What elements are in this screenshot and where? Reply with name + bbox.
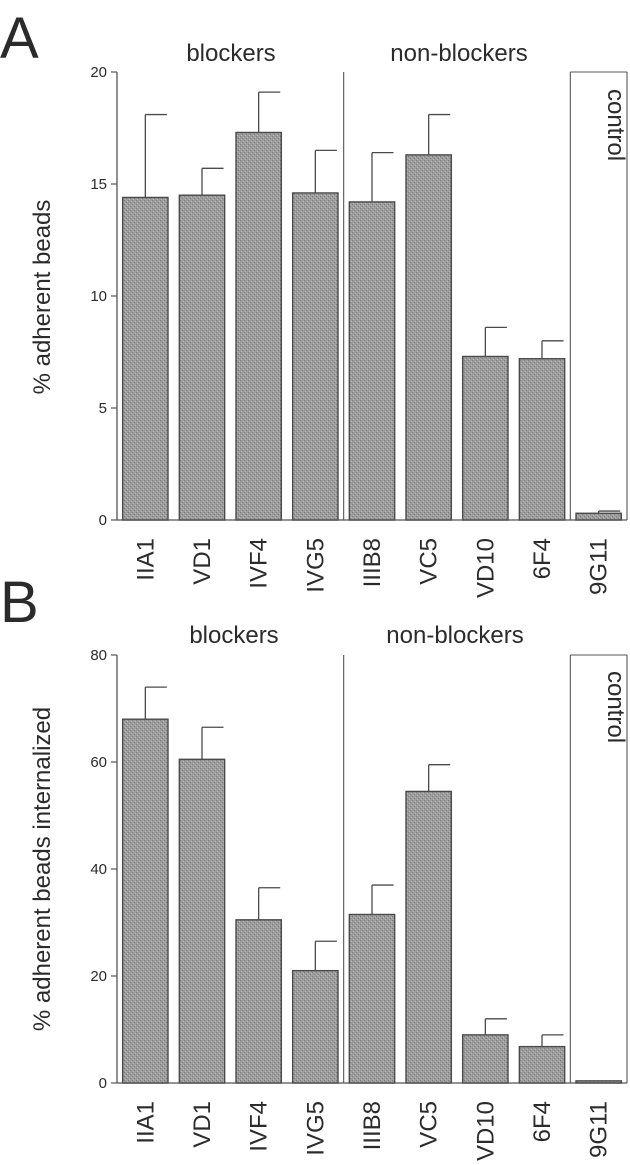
panel-a-bar-9G11	[575, 512, 623, 521]
panel-a-bar-VD1	[178, 194, 226, 521]
panel-b-y-tick-label: 20	[90, 968, 107, 985]
panel-b-bar-IVF4	[235, 919, 283, 1084]
panel-b-y-tick-label: 80	[90, 647, 107, 664]
panel-b-bar-6F4	[518, 1045, 566, 1084]
panel-a-bar-6F4	[518, 358, 566, 521]
panel-b-category-label-VD10: VD10	[472, 1101, 499, 1161]
panel-b-bar-VC5	[405, 790, 453, 1084]
panel-b-y-tick-label: 60	[90, 754, 107, 771]
panel-a-bar-IIA1	[121, 196, 169, 521]
panel-a-category-label-IIIB8: IIIB8	[359, 538, 386, 587]
panel-a-category-label-IVF4: IVF4	[246, 538, 273, 589]
panel-a-y-tick-label: 10	[90, 288, 107, 305]
panel-a: A % adherent beads blockers non-blockers…	[0, 6, 629, 598]
panel-a-bar-IIIB8	[348, 201, 396, 521]
panel-a-category-label-VD1: VD1	[189, 538, 216, 585]
panel-b-y-tick-label: 40	[90, 861, 107, 878]
panel-b-y-axis-label: % adherent beads internalized	[29, 707, 56, 1031]
panel-a-category-label-9G11: 9G11	[586, 538, 613, 595]
panel-a-plot-area: 0 5 10 15 20 IIA1 VD1 IVF4 IVG5 IIIB8 VC5 VD10 6F4 9G…	[90, 64, 628, 598]
panel-a-y-tick-label: 5	[99, 400, 107, 417]
panel-a-bar-VC5	[405, 154, 453, 521]
panel-a-bar-IVF4	[235, 131, 283, 521]
panel-b-category-label-IIIB8: IIIB8	[359, 1101, 386, 1150]
panel-a-letter: A	[0, 6, 39, 71]
panel-b-category-label-IVG5: IVG5	[302, 1101, 329, 1156]
panel-b-y-tick-label: 0	[99, 1075, 107, 1092]
panel-b-bar-9G11	[575, 1080, 623, 1084]
panel-a-group-non-blockers-label: non-blockers	[390, 40, 527, 67]
panel-b-category-label-IVF4: IVF4	[246, 1101, 273, 1152]
panel-a-y-tick-label: 0	[99, 512, 107, 529]
panel-a-category-label-IIA1: IIA1	[132, 538, 159, 581]
panel-a-group-control-label: control	[602, 89, 629, 161]
panel-a-category-label-6F4: 6F4	[529, 538, 556, 579]
panel-a-category-label-IVG5: IVG5	[302, 538, 329, 593]
panel-b-bar-IIA1	[121, 718, 169, 1084]
panel-a-category-label-VC5: VC5	[416, 538, 443, 585]
panel-a-y-tick-label: 15	[90, 176, 107, 193]
panel-a-category-label-VD10: VD10	[472, 538, 499, 598]
panel-b-bar-VD10	[461, 1034, 509, 1084]
panel-b-bar-IVG5	[291, 969, 339, 1084]
panel-a-y-axis-label: % adherent beads	[29, 200, 56, 395]
panel-b-category-label-9G11: 9G11	[586, 1101, 613, 1158]
panel-b-group-blockers-label: blockers	[189, 622, 278, 649]
panel-a-y-tick-label: 20	[90, 64, 107, 81]
panel-b-bar-VD1	[178, 758, 226, 1084]
panel-b-category-label-VC5: VC5	[416, 1101, 443, 1148]
panel-b-bar-IIIB8	[348, 913, 396, 1084]
panel-b-group-non-blockers-label: non-blockers	[386, 622, 523, 649]
panel-a-bar-IVG5	[291, 192, 339, 521]
panel-b: B % adherent beads internalized blockers…	[0, 570, 629, 1161]
panel-b-plot-area: 0 20 40 60 80 IIA1 VD1 IVF4 IVG5 IIIB8 VC5 VD10 6F4 9…	[90, 647, 628, 1161]
panel-a-group-blockers-label: blockers	[186, 40, 275, 67]
panel-b-category-label-6F4: 6F4	[529, 1101, 556, 1142]
panel-b-group-control-label: control	[602, 671, 629, 743]
panel-a-bar-VD10	[461, 355, 509, 521]
panel-b-letter: B	[0, 570, 39, 635]
panel-b-category-label-VD1: VD1	[189, 1101, 216, 1148]
panel-b-category-label-IIA1: IIA1	[132, 1101, 159, 1144]
